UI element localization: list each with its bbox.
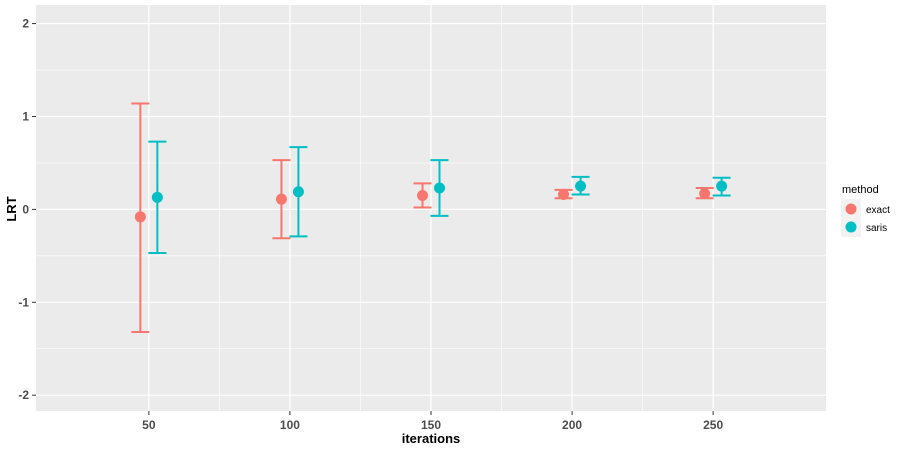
x-axis-title: iterations [402,431,461,446]
x-tick-label: 200 [562,418,582,432]
x-tick-label: 50 [142,418,156,432]
grid-lines [36,5,826,411]
y-tick-label: 2 [22,17,29,31]
legend-key-exact [845,203,857,215]
y-tick-label: -2 [18,388,29,402]
errorbar-saris-150 [430,159,449,217]
point-exact-50 [134,211,146,223]
errorbar-exact-100 [272,159,291,240]
y-tick-label: 0 [22,202,29,216]
point-exact-100 [275,193,287,205]
y-tick-label: 1 [22,109,29,123]
errorbar-exact-50 [131,102,150,334]
errorbar-exact-150 [413,182,432,209]
point-saris-50 [151,191,163,203]
legend-key-saris [845,221,857,233]
point-saris-250 [716,180,728,192]
y-axis: -2 -1 0 1 2 [18,17,36,402]
errorbar-saris-200 [571,175,590,196]
point-saris-200 [575,180,587,192]
legend-title: method [842,184,879,196]
point-exact-150 [417,189,428,201]
y-axis-title: LRT [4,196,19,221]
errorbar-saris-100 [289,146,308,238]
legend-label-saris: saris [866,223,887,234]
y-tick-label: -1 [18,295,29,309]
x-tick-label: 150 [421,418,441,432]
errorbar-saris-50 [148,140,167,255]
point-exact-250 [699,188,711,200]
x-tick-label: 250 [703,418,723,432]
point-saris-100 [292,186,304,198]
legend: method exact saris [841,184,890,237]
x-tick-label: 100 [280,418,300,432]
point-saris-150 [434,182,445,194]
errorbar-exact-200 [554,188,573,201]
point-exact-200 [558,189,570,201]
errorbar-exact-250 [695,187,714,200]
legend-item-exact: exact [841,199,890,219]
legend-label-exact: exact [866,205,890,216]
errorbar-saris-250 [712,176,731,197]
legend-item-saris: saris [841,217,887,237]
x-axis: 50 100 150 200 250 [142,411,723,432]
data-marks [131,102,731,334]
